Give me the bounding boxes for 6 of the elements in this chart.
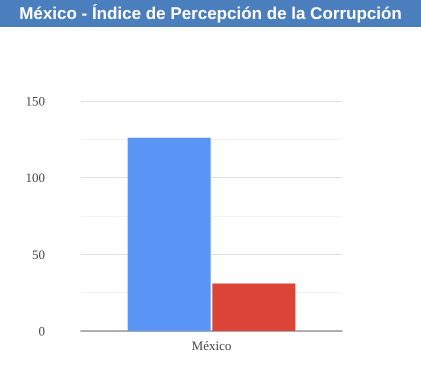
x-tick-label: México <box>192 338 232 353</box>
y-tick-label: 150 <box>26 94 45 108</box>
y-tick-label: 100 <box>26 170 45 186</box>
y-tick-label: 0 <box>38 324 45 338</box>
chart-title: México - Índice de Percepción de la Corrupción <box>0 0 421 27</box>
y-tick-label: 50 <box>32 246 45 262</box>
